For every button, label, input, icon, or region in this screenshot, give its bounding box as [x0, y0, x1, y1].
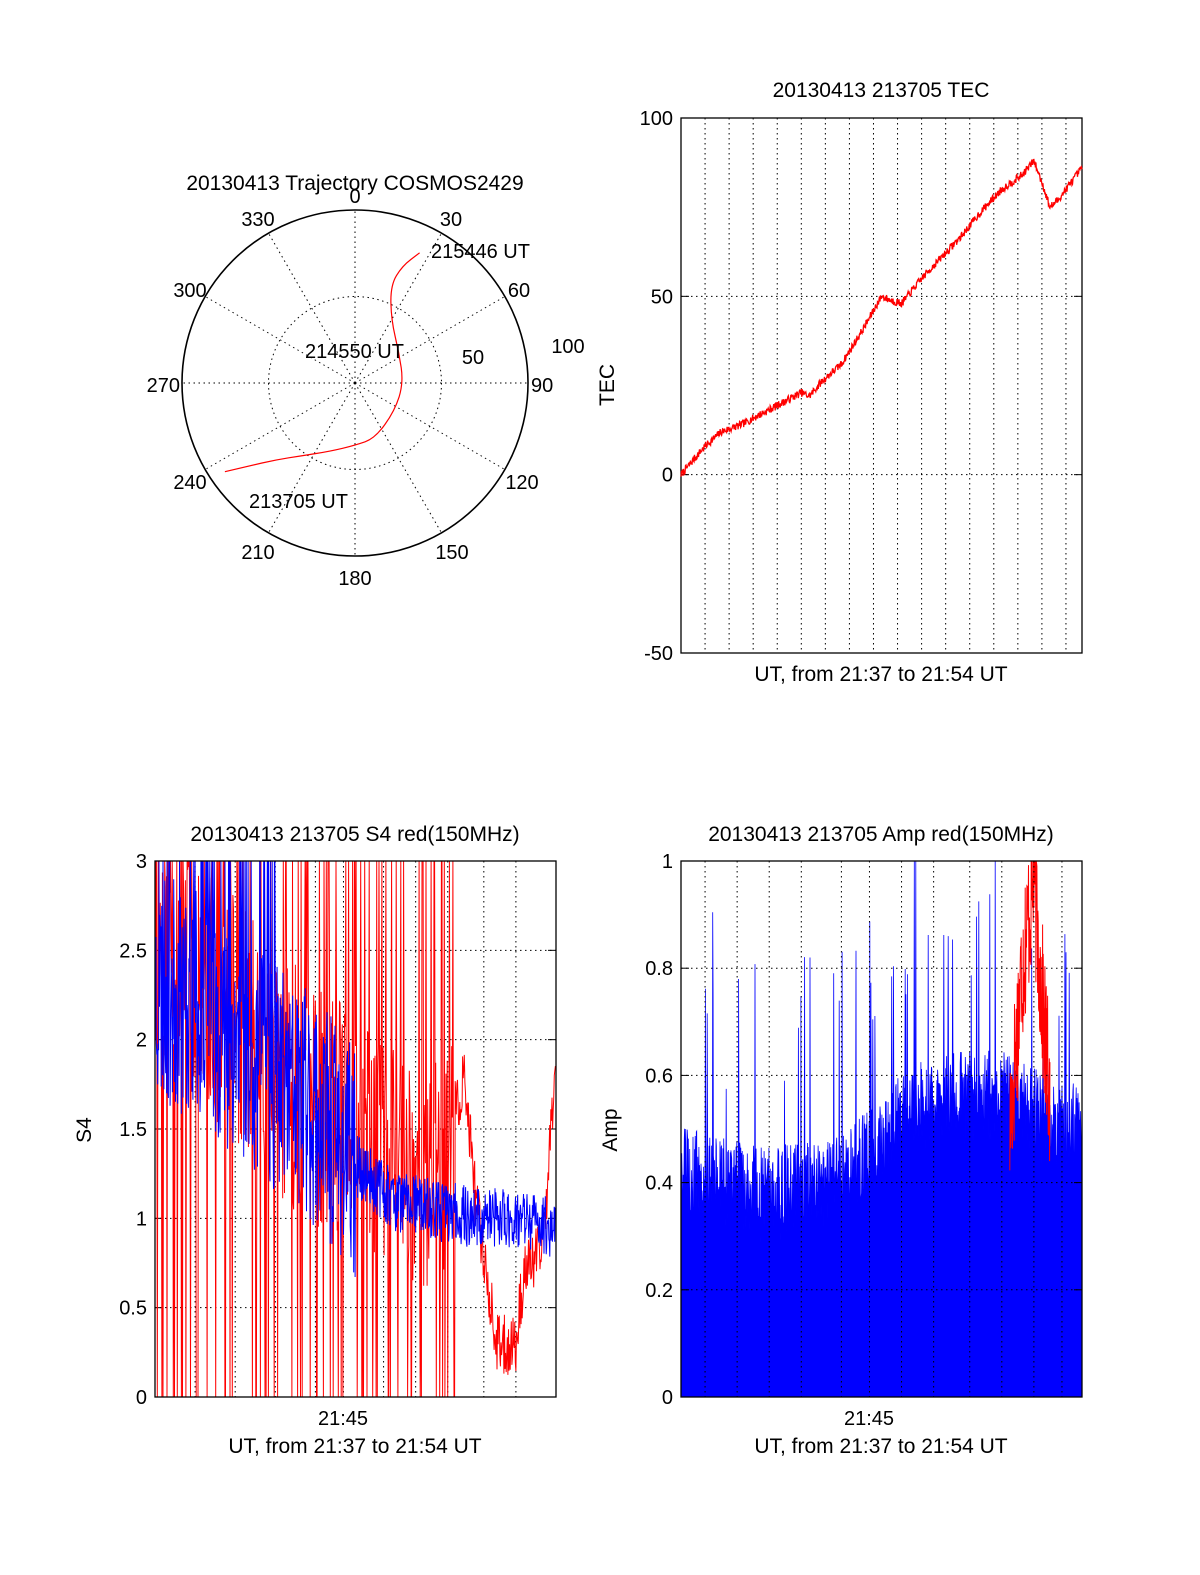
amp-x-tick-label: 21:45: [844, 1408, 894, 1430]
y-tick-label: 1: [136, 1208, 147, 1230]
s4-y-axis-label: S4: [73, 1117, 96, 1143]
polar-title: 20130413 Trajectory COSMOS2429: [186, 172, 523, 195]
polar-grid: [182, 210, 528, 556]
amp-plot-frame: [680, 860, 1083, 1398]
polar-angle-label-270: 270: [147, 375, 180, 397]
amp-blue-area: [680, 860, 1083, 1398]
annotation-mid-time: 214550 UT: [305, 341, 404, 363]
y-tick-label: 1: [662, 851, 673, 873]
polar-spoke-300: [204, 296, 356, 384]
s4-plot-frame: [154, 860, 557, 1398]
y-tick-label: 3: [136, 851, 147, 873]
tec-series-line: [680, 158, 1083, 477]
y-tick-label: 1.5: [119, 1119, 147, 1141]
s4-x-tick-label: 21:45: [318, 1408, 368, 1430]
s4-blue-series: [154, 860, 557, 1278]
y-tick-label: 0: [662, 465, 673, 487]
polar-angle-label-180: 180: [338, 568, 371, 590]
s4-blue-line: [154, 860, 557, 1278]
polar-angle-label-210: 210: [241, 542, 274, 564]
trajectory-line: [224, 252, 420, 473]
tec-grid: [681, 117, 1082, 654]
tec-y-axis-label: TEC: [596, 364, 619, 406]
y-tick-label: -50: [644, 643, 673, 665]
annotation-end-time: 215446 UT: [431, 241, 530, 263]
y-tick-label: 50: [651, 286, 673, 308]
amp-blue-series: [680, 860, 1083, 1398]
y-tick-label: 0.4: [645, 1173, 673, 1195]
amp-y-axis-label: Amp: [599, 1108, 622, 1151]
polar-angle-label-300: 300: [173, 280, 206, 302]
amp-red-line: [1009, 860, 1051, 1171]
y-tick-label: 0: [662, 1387, 673, 1409]
amp-title: 20130413 213705 Amp red(150MHz): [708, 823, 1054, 846]
polar-angle-label-0: 0: [349, 186, 360, 208]
polar-angle-label-120: 120: [505, 472, 538, 494]
tec-chart: 20130413 213705 TEC -50 0 50 100 TEC UT, fr…: [596, 79, 1083, 686]
polar-angle-label-240: 240: [173, 472, 206, 494]
y-tick-label: 2.5: [119, 940, 147, 962]
polar-ring-50: [268, 296, 442, 470]
tec-y-tick-labels: -50 0 50 100: [640, 108, 673, 665]
amp-chart: 20130413 213705 Amp red(150MHz) 00.20.40…: [599, 823, 1083, 1458]
radius-label-100: 100: [551, 336, 584, 358]
y-tick-label: 2: [136, 1030, 147, 1052]
y-tick-label: 0.5: [119, 1298, 147, 1320]
tec-title: 20130413 213705 TEC: [773, 79, 990, 102]
s4-y-tick-labels: 0 0.5 1 1.5 2 2.5 3: [119, 851, 147, 1409]
y-tick-label: 0.6: [645, 1065, 673, 1087]
polar-angle-label-60: 60: [508, 280, 530, 302]
amp-y-tick-labels: 0 0.2 0.4 0.6 0.8 1: [645, 851, 673, 1409]
s4-chart: 20130413 213705 S4 red(150MHz) 0 0.5 1 1.5 2…: [73, 823, 557, 1458]
radius-label-50: 50: [462, 347, 484, 369]
tec-plot-frame: [680, 117, 1083, 654]
polar-spoke-30: [354, 232, 442, 384]
y-tick-label: 0.8: [645, 958, 673, 980]
polar-angle-label-150: 150: [435, 542, 468, 564]
polar-angle-label-30: 30: [440, 209, 462, 231]
polar-spoke-60: [354, 296, 506, 384]
polar-outer-circle: [181, 209, 529, 557]
polar-angle-label-330: 330: [241, 209, 274, 231]
annotation-start-time: 213705 UT: [249, 491, 348, 513]
s4-x-axis-label: UT, from 21:37 to 21:54 UT: [228, 1435, 481, 1458]
y-tick-label: 0: [136, 1387, 147, 1409]
polar-angle-label-90: 90: [531, 375, 553, 397]
polar-spoke-330: [268, 232, 356, 384]
y-tick-label: 0.2: [645, 1280, 673, 1302]
amp-x-axis-label: UT, from 21:37 to 21:54 UT: [754, 1435, 1007, 1458]
polar-trajectory-chart: 20130413 Trajectory COSMOS2429 0 30 60 90 12…: [147, 172, 585, 590]
amp-red-series: [1009, 860, 1051, 1171]
y-tick-label: 100: [640, 108, 673, 130]
polar-angle-labels: 0 30 60 90 120 150 180 210 240 270 300 330: [147, 186, 554, 590]
tec-x-axis-label: UT, from 21:37 to 21:54 UT: [754, 663, 1007, 686]
s4-title: 20130413 213705 S4 red(150MHz): [190, 823, 519, 846]
